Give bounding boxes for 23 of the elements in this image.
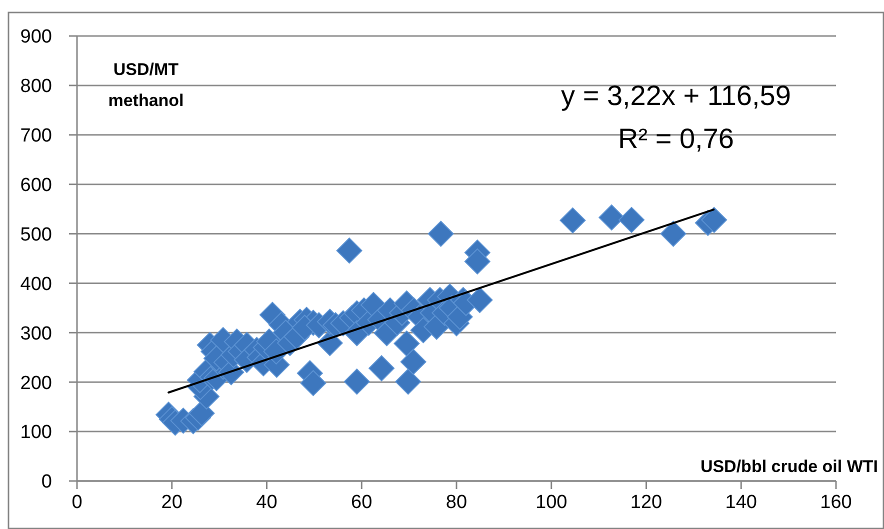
y-tick-label: 200	[20, 372, 52, 394]
annotation: y = 3,22x + 116,59	[561, 80, 791, 111]
x-tick-label: 100	[536, 492, 568, 513]
x-tick-label: 0	[72, 492, 82, 513]
y-tick-label: 900	[20, 26, 52, 48]
x-tick-label: 120	[630, 492, 662, 513]
annotation: R² = 0,76	[618, 123, 734, 154]
x-tick-label: 40	[256, 492, 278, 513]
y-tick-label: 100	[20, 422, 52, 444]
y-tick-label: 0	[41, 472, 52, 493]
x-axis-title: USD/bbl crude oil WTI	[700, 457, 878, 476]
y-tick-label: 300	[20, 323, 52, 344]
y-tick-label: 600	[20, 174, 52, 196]
x-tick-label: 140	[725, 492, 757, 513]
x-tick-label: 160	[820, 492, 852, 513]
x-tick-label: 20	[161, 492, 182, 513]
y-tick-label: 500	[20, 224, 52, 246]
y-tick-label: 800	[20, 76, 52, 98]
y-tick-label: 700	[20, 126, 52, 147]
y-axis-title: USD/MT methanol	[108, 60, 184, 110]
x-tick-label: 60	[351, 492, 372, 513]
y-tick-label: 400	[20, 274, 52, 295]
x-tick-label: 80	[446, 492, 468, 513]
